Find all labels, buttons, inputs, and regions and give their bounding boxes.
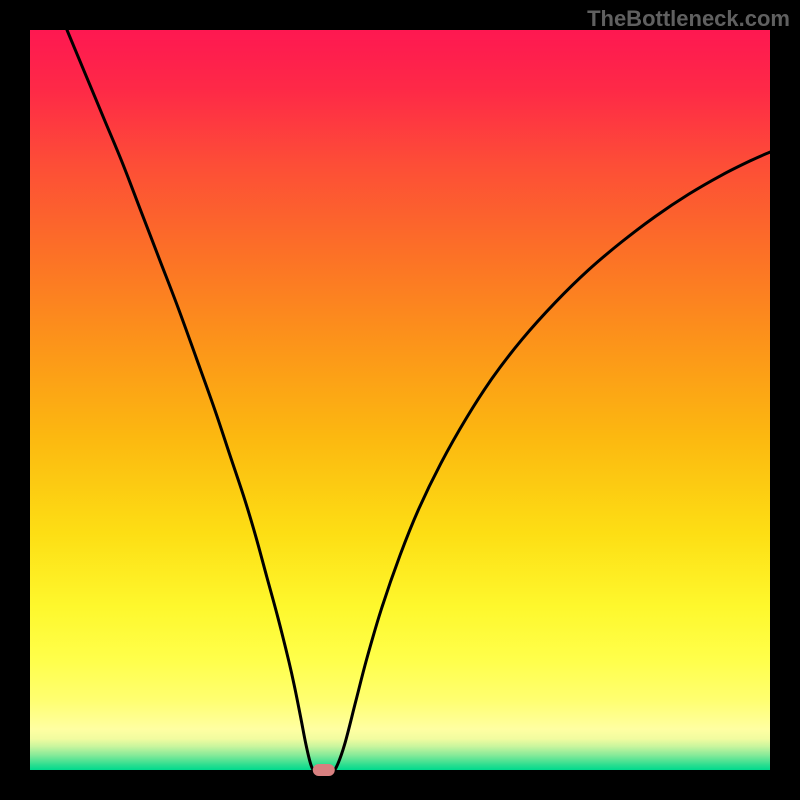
optimum-marker <box>313 764 335 776</box>
watermark-text: TheBottleneck.com <box>587 6 790 32</box>
gradient-background <box>30 30 770 770</box>
plot-svg <box>0 0 800 800</box>
